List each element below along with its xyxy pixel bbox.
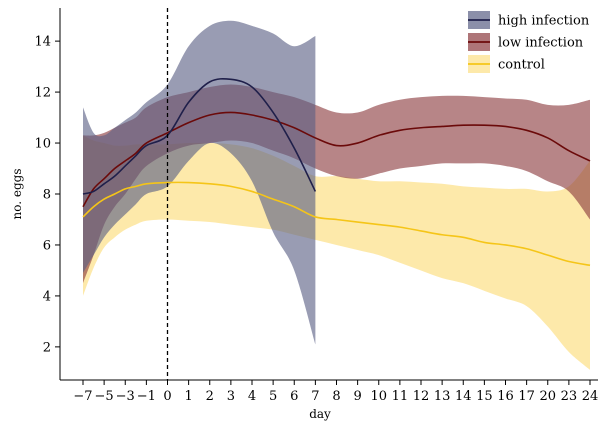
x-tick-label: 2 xyxy=(206,389,214,404)
x-tick-label: 23 xyxy=(561,389,578,404)
control-legend-label: control xyxy=(498,58,545,73)
x-tick-label: 11 xyxy=(392,389,409,404)
legend: high infection low infection control xyxy=(468,11,590,73)
x-tick-label: −3 xyxy=(116,389,135,404)
high-infection-legend-label: high infection xyxy=(498,14,590,29)
x-tick-label: 24 xyxy=(582,389,599,404)
x-tick-label: 10 xyxy=(370,389,387,404)
x-tick-label: 20 xyxy=(539,389,556,404)
low-infection-legend-label: low infection xyxy=(498,36,584,51)
y-axis-title: no. eggs xyxy=(10,169,24,220)
low-infection-mean-line xyxy=(82,111,591,208)
control-confidence-band xyxy=(83,135,590,370)
y-tick-label: 14 xyxy=(34,35,51,50)
x-ticks: −7 −5 −3 −1 0 1 2 3 4 5 6 7 8 9 10 11 12 13 14 15 16 17 20 23 24 xyxy=(73,380,598,404)
x-tick-label: 14 xyxy=(455,389,472,404)
x-tick-label: 12 xyxy=(413,389,430,404)
confidence-bands xyxy=(83,20,590,370)
x-tick-label: 3 xyxy=(227,389,235,404)
control-mean-line xyxy=(82,181,591,267)
y-tick-label: 6 xyxy=(43,238,51,253)
x-tick-label: −7 xyxy=(73,389,92,404)
y-tick-label: 8 xyxy=(43,188,51,203)
x-tick-label: 0 xyxy=(163,389,171,404)
y-tick-label: 10 xyxy=(34,137,51,152)
x-tick-label: 15 xyxy=(476,389,493,404)
x-axis-title: day xyxy=(309,407,331,421)
x-tick-label: 7 xyxy=(311,389,319,404)
y-tick-label: 4 xyxy=(43,289,51,304)
y-tick-label: 2 xyxy=(43,340,51,355)
y-ticks: 2 4 6 8 10 12 14 xyxy=(34,35,60,355)
x-tick-label: −5 xyxy=(95,389,114,404)
high-infection-confidence-band xyxy=(83,20,316,345)
x-tick-label: 6 xyxy=(290,389,298,404)
x-tick-label: −1 xyxy=(137,389,156,404)
x-tick-label: 4 xyxy=(248,389,256,404)
x-tick-label: 16 xyxy=(497,389,514,404)
x-tick-label: 13 xyxy=(434,389,451,404)
y-tick-label: 12 xyxy=(34,86,51,101)
x-tick-label: 8 xyxy=(332,389,340,404)
x-tick-label: 17 xyxy=(518,389,535,404)
x-tick-label: 1 xyxy=(184,389,192,404)
x-tick-label: 9 xyxy=(353,389,361,404)
x-tick-label: 5 xyxy=(269,389,277,404)
